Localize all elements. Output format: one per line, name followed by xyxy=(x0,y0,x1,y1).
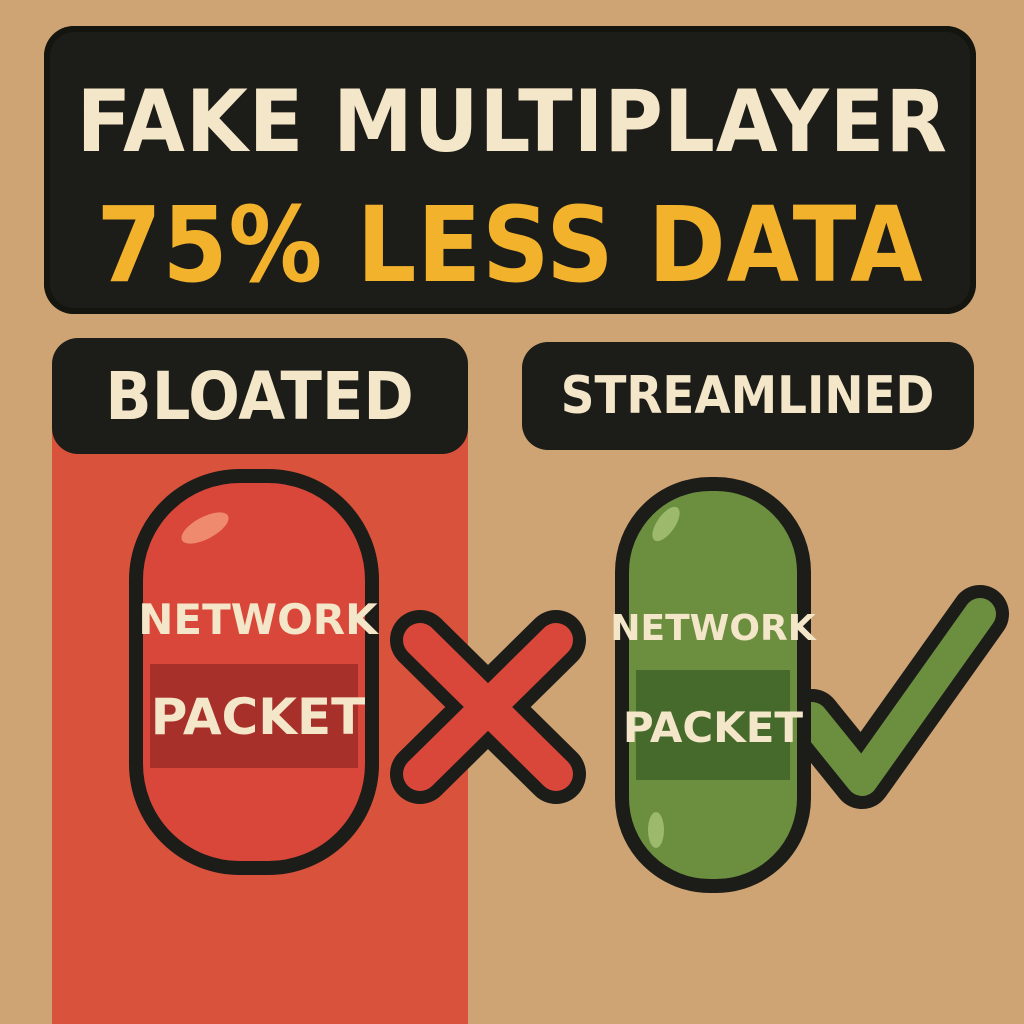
cross-icon xyxy=(390,610,586,804)
title-line-1: FAKE MULTIPLAYER xyxy=(76,72,948,172)
bloated-pill-line-2: PACKET xyxy=(151,688,365,746)
title-banner: FAKE MULTIPLAYER 75% LESS DATA xyxy=(44,26,976,314)
streamlined-label: STREAMLINED xyxy=(561,366,935,426)
streamlined-pill-line-1: NETWORK xyxy=(610,608,816,649)
checkmark-icon xyxy=(783,585,1009,809)
shine-highlight xyxy=(181,512,229,544)
streamlined-pill-line-2: PACKET xyxy=(623,703,803,752)
shine-highlight xyxy=(648,812,664,848)
bloated-label-box: BLOATED xyxy=(52,338,468,454)
bloated-packet-pill: NETWORK PACKET xyxy=(129,469,379,875)
shine-highlight xyxy=(652,506,680,542)
bloated-label: BLOATED xyxy=(105,357,415,435)
bloated-pill-line-1: NETWORK xyxy=(138,595,379,644)
title-line-2: 75% LESS DATA xyxy=(96,184,924,306)
streamlined-packet-pill: NETWORK PACKET xyxy=(610,477,817,893)
streamlined-label-box: STREAMLINED xyxy=(522,342,974,450)
